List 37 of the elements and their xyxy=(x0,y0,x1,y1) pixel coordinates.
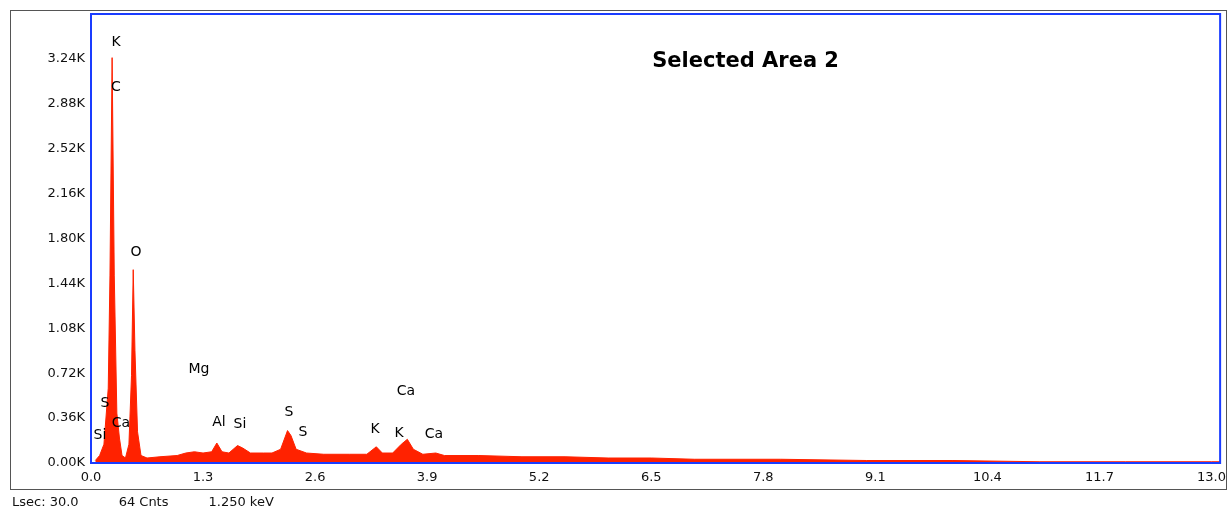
x-tick-label: 10.4 xyxy=(972,469,1002,485)
y-tick-label: 0.00K xyxy=(47,454,86,470)
x-tick-label: 9.1 xyxy=(865,469,886,485)
y-tick-label: 2.52K xyxy=(47,140,86,156)
text: 64 Cnts xyxy=(118,494,169,509)
annotation: Ca xyxy=(396,381,416,398)
x-tick-label: 3.9 xyxy=(416,469,438,485)
annotation: K xyxy=(394,423,405,440)
text: Selected Area 2 xyxy=(652,48,839,73)
y-tick-label: 2.88K xyxy=(47,95,86,111)
text: 1.250 keV xyxy=(208,494,274,509)
annotation: Mg xyxy=(188,359,210,376)
y-tick-label: 0.72K xyxy=(47,364,86,380)
annotation: K xyxy=(111,32,122,49)
x-tick-label: 0.0 xyxy=(80,469,102,485)
text: Lsec: 30.0 xyxy=(12,494,79,509)
x-tick-label: 6.5 xyxy=(640,469,662,485)
y-tick-label: 3.24K xyxy=(47,50,86,66)
annotation: Si xyxy=(233,414,247,431)
y-tick-label: 1.44K xyxy=(47,274,86,290)
x-tick-label: 11.7 xyxy=(1084,469,1114,485)
annotation: O xyxy=(130,242,142,259)
y-tick-label: 0.36K xyxy=(47,409,86,425)
x-tick-label: 2.6 xyxy=(304,469,326,485)
annotation: Si xyxy=(93,425,107,442)
y-tick-label: 1.08K xyxy=(47,319,86,335)
y-tick-label: 1.80K xyxy=(47,229,86,245)
x-tick-label: 13.0 xyxy=(1197,469,1226,485)
annotation: Ca xyxy=(424,424,444,441)
x-tick-label: 1.3 xyxy=(192,469,214,485)
annotation: K xyxy=(370,419,381,436)
annotation: S xyxy=(284,402,294,419)
annotation: Al xyxy=(212,412,226,429)
y-tick-label: 2.16K xyxy=(47,184,86,200)
x-tick-label: 7.8 xyxy=(752,469,774,485)
x-tick-label: 5.2 xyxy=(528,469,550,485)
annotation: S xyxy=(298,422,308,439)
